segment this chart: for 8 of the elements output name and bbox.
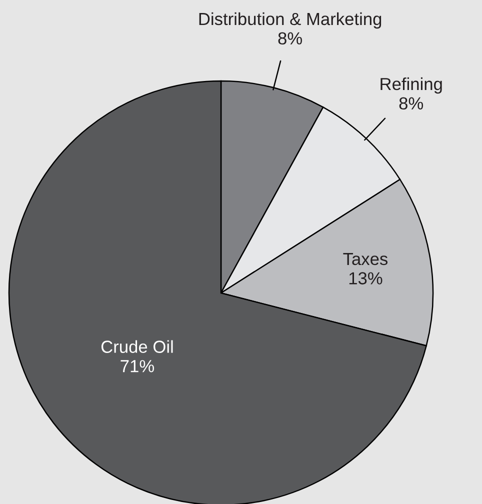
slice-label: Taxes [343, 253, 388, 266]
slice-label: Refining [380, 77, 442, 94]
data-label: 71% [120, 360, 154, 372]
data-label: 8% [278, 32, 302, 44]
slice-label: Distribution & Marketing [199, 12, 382, 29]
data-label: 8% [399, 97, 424, 110]
slice-label: Crude Oil [101, 340, 173, 353]
data-label: 13% [349, 272, 382, 284]
